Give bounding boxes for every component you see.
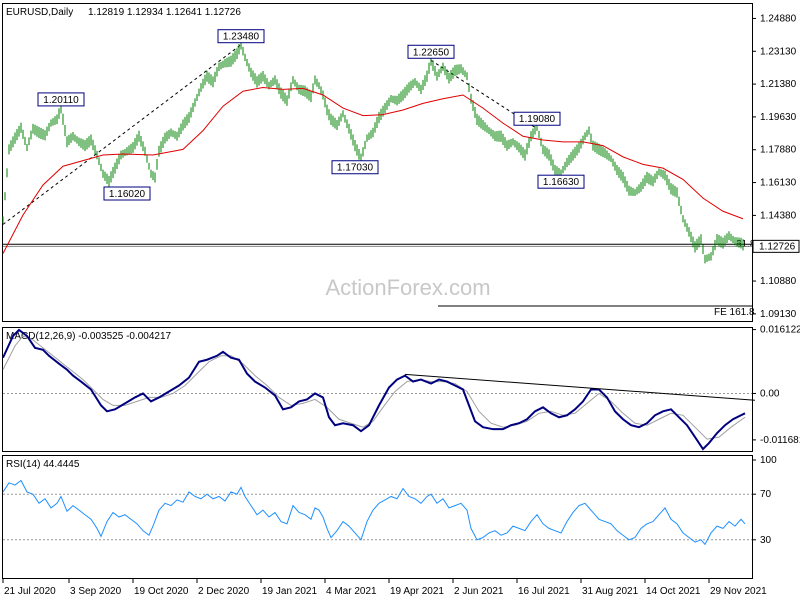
x-axis-label: 31 Aug 2021 <box>582 586 639 597</box>
price-axis-label: 1.24880 <box>760 13 797 24</box>
current-price-label: 1.12726 <box>759 241 796 252</box>
rsi-panel-frame <box>2 455 753 579</box>
price-callout: 1.16020 <box>103 186 151 201</box>
ohlc-readout: 1.12819 1.12934 1.12641 1.12726 <box>88 7 241 18</box>
rsi-panel <box>2 479 752 546</box>
price-trendline <box>2 44 242 225</box>
moving-average-line <box>2 86 744 254</box>
x-axis-label: 2 Dec 2020 <box>198 586 250 597</box>
x-axis-label: 19 Apr 2021 <box>390 586 444 597</box>
x-axis-label: 16 Jul 2021 <box>518 586 570 597</box>
rsi-axis-label: 100 <box>760 455 777 466</box>
current-price-box <box>752 239 800 253</box>
callout-value: 1.23480 <box>223 32 260 43</box>
callout-box <box>537 174 585 189</box>
rsi-axis-label: 30 <box>760 535 772 546</box>
callout-box <box>513 111 561 126</box>
x-axis-label: 3 Sep 2020 <box>70 586 122 597</box>
x-axis-label: 14 Oct 2021 <box>646 586 701 597</box>
price-axis-label: 1.21380 <box>760 79 797 90</box>
callout-value: 1.19080 <box>519 114 556 125</box>
macd-axis-label: 0.016122 <box>760 325 800 336</box>
price-axis-label: 1.14380 <box>760 210 797 221</box>
macd-label: MACD(12,26,9) -0.003525 -0.004217 <box>6 331 172 342</box>
price-panel: 1.20110 1.16020 1.23480 1.17030 1.22650 1.190… <box>2 29 752 307</box>
callout-value: 1.17030 <box>337 163 374 174</box>
price-axis-label: 1.09130 <box>760 309 797 320</box>
symbol-label: EURUSD,Daily <box>6 7 73 18</box>
price-callout: 1.22650 <box>407 44 455 59</box>
callout-box <box>103 186 151 201</box>
x-axis-label: 2 Jun 2021 <box>454 586 504 597</box>
callout-box <box>37 92 85 107</box>
price-callout: 1.16630 <box>537 174 585 189</box>
price-panel-frame <box>2 3 753 322</box>
callout-box <box>331 160 379 175</box>
price-callout: 1.23480 <box>217 29 265 44</box>
callout-value: 1.16020 <box>109 189 146 200</box>
rsi-label: RSI(14) 44.4445 <box>6 459 80 470</box>
macd-axis-label: -0.011681 <box>760 435 800 446</box>
price-callout: 1.17030 <box>331 160 379 175</box>
axes: 1.24880 1.23130 1.21380 1.19630 1.17880 1.161… <box>2 13 800 597</box>
macd-axis-label: 0.00 <box>760 388 780 399</box>
macd-signal-line <box>2 335 746 440</box>
price-axis-label: 1.23130 <box>760 46 797 57</box>
price-axis-label: 1.10880 <box>760 276 797 287</box>
callout-value: 1.20110 <box>43 95 79 106</box>
rsi-axis-label: 70 <box>760 489 772 500</box>
callout-value: 1.16630 <box>543 177 580 188</box>
x-axis-label: 19 Oct 2020 <box>134 586 189 597</box>
x-axis-label: 21 Jul 2020 <box>4 586 56 597</box>
x-axis-label: 4 Mar 2021 <box>326 586 377 597</box>
price-callout: 1.19080 <box>513 111 561 126</box>
macd-panel <box>2 328 756 451</box>
price-axis-label: 1.17880 <box>760 145 797 156</box>
watermark: ActionForex.com <box>325 275 490 300</box>
x-axis-label: 29 Nov 2021 <box>710 586 767 597</box>
x-axis-label: 19 Jan 2021 <box>262 586 317 597</box>
price-axis-label: 1.19630 <box>760 112 797 123</box>
price-axis-label: 1.16130 <box>760 178 797 189</box>
macd-panel-frame <box>2 327 753 452</box>
callout-value: 1.22650 <box>413 47 450 58</box>
price-callout: 1.20110 <box>37 92 85 107</box>
macd-line <box>2 328 746 451</box>
callout-box <box>407 44 455 59</box>
callout-box <box>217 29 265 44</box>
rsi-line <box>2 479 746 546</box>
fe-label: FE 161.8 <box>714 307 755 318</box>
macd-trendline <box>404 373 756 401</box>
